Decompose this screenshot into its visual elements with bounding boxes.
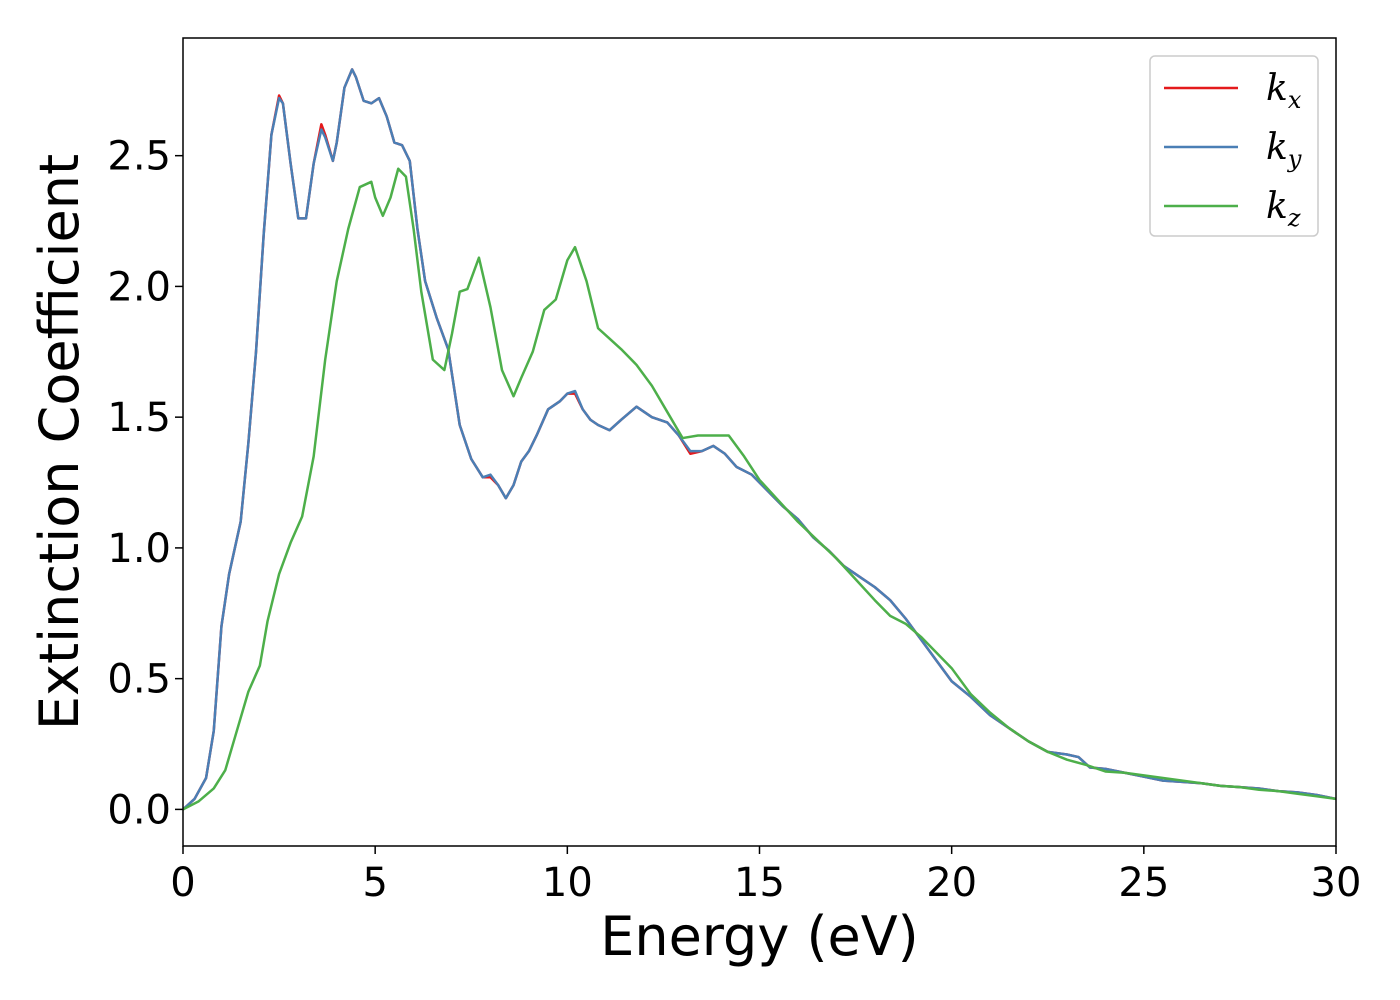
legend-label: ky bbox=[1266, 127, 1302, 173]
y-tick-label: 1.5 bbox=[107, 395, 171, 441]
y-axis-ticks: 0.0 0.5 1.0 1.5 2.0 2.5 bbox=[107, 134, 183, 833]
y-tick-label: 2.5 bbox=[107, 134, 171, 180]
x-axis-title: Energy (eV) bbox=[600, 905, 919, 968]
y-tick-label: 0.0 bbox=[107, 787, 171, 833]
x-tick-label: 15 bbox=[734, 860, 785, 906]
y-tick-label: 1.0 bbox=[107, 526, 171, 572]
x-tick-label: 5 bbox=[362, 860, 387, 906]
y-tick-label: 0.5 bbox=[107, 657, 171, 703]
legend-label: kz bbox=[1266, 186, 1301, 232]
series-line-k_z bbox=[183, 167, 1336, 811]
legend-label: kx bbox=[1266, 68, 1302, 114]
x-tick-label: 20 bbox=[926, 860, 977, 906]
x-axis-ticks: 0 5 10 15 20 25 30 bbox=[170, 846, 1361, 906]
x-tick-label: 10 bbox=[542, 860, 593, 906]
x-tick-label: 30 bbox=[1311, 860, 1362, 906]
x-tick-label: 0 bbox=[170, 860, 195, 906]
legend: kx ky kz bbox=[1149, 55, 1319, 237]
x-tick-label: 25 bbox=[1118, 860, 1169, 906]
plot-lines bbox=[183, 68, 1336, 811]
y-tick-label: 2.0 bbox=[107, 264, 171, 310]
y-axis-title: Extinction Coefficient bbox=[28, 154, 91, 730]
